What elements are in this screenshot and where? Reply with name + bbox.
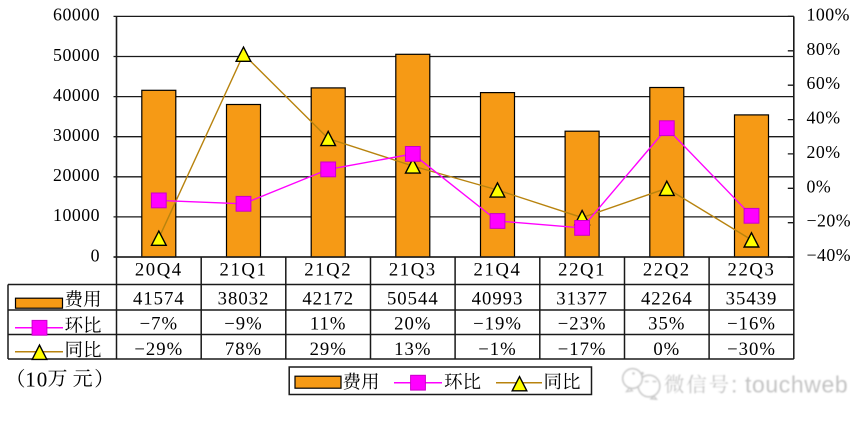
svg-text:35%: 35% xyxy=(648,313,685,334)
svg-text:21Q4: 21Q4 xyxy=(474,260,522,281)
svg-text:50544: 50544 xyxy=(387,288,439,309)
svg-text:30000: 30000 xyxy=(53,125,100,145)
svg-text:20000: 20000 xyxy=(53,165,100,185)
svg-text:21Q1: 21Q1 xyxy=(220,260,268,281)
svg-text:0: 0 xyxy=(91,245,100,265)
svg-text:21Q3: 21Q3 xyxy=(389,260,437,281)
svg-text:−20%: −20% xyxy=(807,211,852,231)
svg-text:0%: 0% xyxy=(807,176,832,196)
svg-text:80%: 80% xyxy=(807,39,841,59)
svg-text:: touchweb: : touchweb xyxy=(731,372,848,398)
svg-text:: touchweb: : touchweb xyxy=(733,373,850,399)
svg-text:40%: 40% xyxy=(807,108,841,128)
svg-text:29%: 29% xyxy=(310,339,347,360)
svg-text:22Q3: 22Q3 xyxy=(728,260,776,281)
svg-text:60000: 60000 xyxy=(53,5,100,25)
svg-text:22Q1: 22Q1 xyxy=(558,260,606,281)
svg-text:−9%: −9% xyxy=(224,313,262,334)
svg-text:13%: 13% xyxy=(394,339,431,360)
svg-text:−40%: −40% xyxy=(807,245,852,265)
svg-text:20Q4: 20Q4 xyxy=(135,260,183,281)
svg-text:35439: 35439 xyxy=(726,288,778,309)
svg-text:100%: 100% xyxy=(807,4,850,24)
svg-text:−19%: −19% xyxy=(473,313,522,334)
svg-text:10000: 10000 xyxy=(53,205,100,225)
svg-text:−7%: −7% xyxy=(140,313,178,334)
svg-text:−23%: −23% xyxy=(558,313,607,334)
svg-text:40993: 40993 xyxy=(472,288,524,309)
svg-text:38032: 38032 xyxy=(218,288,270,309)
svg-text:−16%: −16% xyxy=(727,313,776,334)
svg-text:−1%: −1% xyxy=(478,339,516,360)
svg-text:40000: 40000 xyxy=(53,85,100,105)
svg-text:22Q2: 22Q2 xyxy=(643,260,691,281)
svg-text:42172: 42172 xyxy=(302,288,354,309)
svg-text:50000: 50000 xyxy=(53,45,100,65)
svg-text:−29%: −29% xyxy=(134,339,183,360)
svg-text:−30%: −30% xyxy=(727,339,776,360)
svg-text:0%: 0% xyxy=(653,339,680,360)
svg-text:42264: 42264 xyxy=(641,288,693,309)
svg-text:−17%: −17% xyxy=(558,339,607,360)
svg-text:60%: 60% xyxy=(807,73,841,93)
svg-text:21Q2: 21Q2 xyxy=(304,260,352,281)
svg-text:20%: 20% xyxy=(394,313,431,334)
svg-text:31377: 31377 xyxy=(556,288,608,309)
svg-text:10: 10 xyxy=(25,367,48,391)
svg-text:78%: 78% xyxy=(225,339,262,360)
svg-text:41574: 41574 xyxy=(133,288,185,309)
svg-text:11%: 11% xyxy=(310,313,347,334)
svg-text:20%: 20% xyxy=(807,142,841,162)
